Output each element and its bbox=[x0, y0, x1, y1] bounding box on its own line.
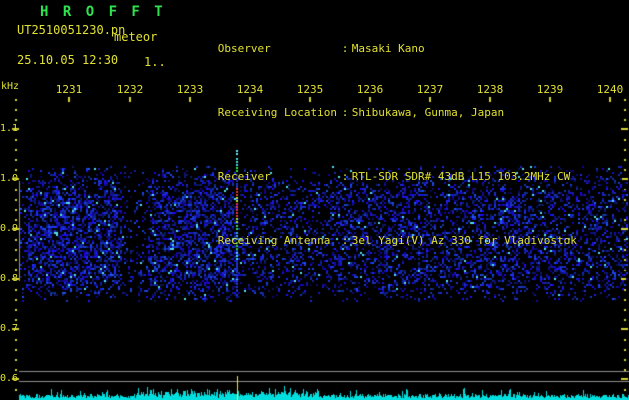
info-value: Shibukawa, Gunma, Japan bbox=[351, 106, 505, 120]
y-tick-label: 0.8 bbox=[0, 273, 19, 284]
station-info: Observer: Masaki Kano Receiving Location:… bbox=[178, 5, 577, 287]
output-filename: UT2510051230.pn bbox=[17, 23, 126, 37]
info-separator: : bbox=[341, 170, 349, 184]
info-row-location: Receiving Location: Shibukawa, Gunma, Jap… bbox=[178, 95, 577, 133]
y-tick-label: 0.9 bbox=[0, 223, 19, 234]
y-axis-unit: kHz bbox=[1, 81, 20, 92]
x-tick-label: 1236 bbox=[356, 83, 384, 96]
x-tick-label: 1234 bbox=[236, 83, 264, 96]
info-label: Observer bbox=[217, 42, 271, 56]
datetime-label: 25.10.05 12:30 bbox=[17, 53, 119, 67]
y-tick-label: 0.6 bbox=[0, 373, 19, 384]
x-tick-label: 1240 bbox=[596, 83, 624, 96]
x-tick-label: 1237 bbox=[416, 83, 444, 96]
x-tick-label: 1232 bbox=[116, 83, 144, 96]
info-label: Receiver bbox=[217, 170, 271, 184]
info-value: 3el Yagi(V) Az 330 for Vladivostok bbox=[351, 234, 577, 248]
counter-label: 1.. bbox=[144, 55, 166, 69]
x-tick-label: 1238 bbox=[476, 83, 504, 96]
x-tick-label: 1235 bbox=[296, 83, 324, 96]
info-value: RTL-SDR SDR# 43dB L15 103.2MHz CW bbox=[351, 170, 571, 184]
x-tick-label: 1239 bbox=[536, 83, 564, 96]
info-separator: : bbox=[341, 106, 349, 120]
info-label: Receiving Location bbox=[217, 106, 337, 120]
info-separator: : bbox=[341, 42, 349, 56]
info-row-receiver: Receiver: RTL-SDR SDR# 43dB L15 103.2MHz … bbox=[178, 159, 577, 197]
info-separator: : bbox=[341, 234, 349, 248]
y-tick-label: 1.1 bbox=[0, 123, 19, 134]
y-tick-label: 1.0 bbox=[0, 173, 19, 184]
app-title: H R O F F T bbox=[40, 4, 166, 20]
mode-label: meteor bbox=[114, 30, 158, 44]
info-value: Masaki Kano bbox=[351, 42, 425, 56]
y-tick-label: 0.7 bbox=[0, 323, 19, 334]
info-row-observer: Observer: Masaki Kano bbox=[178, 31, 577, 69]
info-row-antenna: Receiving Antenna:3el Yagi(V) Az 330 for… bbox=[178, 223, 577, 261]
info-label: Receiving Antenna bbox=[217, 234, 331, 248]
x-tick-label: 1231 bbox=[55, 83, 83, 96]
x-tick-label: 1233 bbox=[176, 83, 204, 96]
